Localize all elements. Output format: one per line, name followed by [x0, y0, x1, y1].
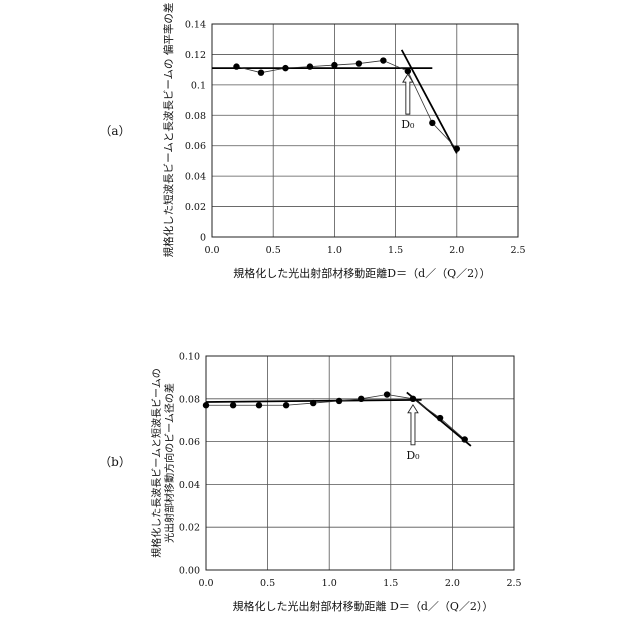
- y-tick-label: 0.04: [185, 172, 206, 183]
- y-tick-label: 0.10: [179, 352, 200, 363]
- x-tick-label: 0.5: [266, 245, 281, 256]
- y-tick-label: 0.1: [191, 80, 206, 91]
- y-tick-label: 0.02: [185, 202, 206, 213]
- y-tick-label: 0.14: [185, 20, 206, 31]
- d0-label: D₀: [401, 118, 415, 131]
- x-tick-label: 0.0: [204, 245, 219, 256]
- data-point: [331, 62, 337, 68]
- data-point: [384, 391, 390, 397]
- y-tick-label: 0: [200, 233, 206, 244]
- y-tick-label: 0.12: [185, 50, 206, 61]
- d0-label: D₀: [406, 449, 420, 462]
- data-point: [203, 402, 209, 408]
- figure: 0.0 0.5 1.0 1.5 2.0 2.5 0 0.02 0.04 0.06 0.08 0.1 0.…: [0, 0, 640, 640]
- data-point: [310, 400, 316, 406]
- data-point: [429, 120, 435, 126]
- x-tick-label: 1.5: [383, 578, 398, 589]
- data-point: [380, 57, 386, 63]
- data-point: [230, 402, 236, 408]
- y-tick-label: 0.08: [185, 111, 206, 122]
- data-point: [258, 69, 264, 75]
- panel-b: 0.0 0.5 1.0 1.5 2.0 2.5 0.00 0.02 0.04 0.06 0.08 0.…: [99, 352, 521, 614]
- plot-frame: [206, 356, 514, 570]
- data-point: [307, 63, 313, 69]
- d0-arrow: [403, 74, 413, 114]
- data-point: [462, 436, 468, 442]
- y-tick-label: 0.04: [179, 480, 200, 491]
- d0-arrow: [408, 405, 418, 445]
- x-tick-label: 2.5: [510, 245, 525, 256]
- y-axis-label: 光出射部材移動方向のビーム径の差: [163, 383, 176, 543]
- plot-frame: [212, 24, 518, 237]
- y-tick-label: 0.06: [179, 437, 200, 448]
- y-axis-label: 規格化した長波長ビームと短波長ビームの: [150, 368, 163, 557]
- y-axis-label: 規格化した短波長ビームと長波長ビームの 偏平率の差: [162, 3, 175, 258]
- x-axis-label: 規格化した光出射部材移動距離 D＝（d／（Q／2））: [233, 599, 494, 613]
- data-point: [233, 63, 239, 69]
- data-point: [454, 146, 460, 152]
- x-tick-label: 1.5: [388, 245, 403, 256]
- x-tick-label: 1.0: [322, 578, 337, 589]
- y-tick-label: 0.02: [179, 523, 200, 534]
- panel-label: （b）: [99, 455, 131, 469]
- x-tick-label: 2.0: [445, 578, 460, 589]
- x-tick-label: 0.0: [198, 578, 213, 589]
- data-point: [282, 65, 288, 71]
- data-series-line: [236, 61, 456, 149]
- x-tick-label: 1.0: [327, 245, 342, 256]
- data-point: [336, 398, 342, 404]
- data-point: [358, 396, 364, 402]
- x-tick-label: 2.5: [506, 578, 521, 589]
- data-point: [437, 415, 443, 421]
- data-point: [256, 402, 262, 408]
- x-tick-label: 0.5: [260, 578, 275, 589]
- y-tick-label: 0.00: [179, 566, 200, 577]
- y-tick-label: 0.08: [179, 394, 200, 405]
- panel-a: 0.0 0.5 1.0 1.5 2.0 2.5 0 0.02 0.04 0.06 0.08 0.1 0.…: [99, 3, 525, 280]
- x-axis-label: 規格化した光出射部材移動距離D＝（d／（Q／2））: [233, 266, 490, 280]
- y-tick-label: 0.06: [185, 141, 206, 152]
- x-tick-label: 2.0: [449, 245, 464, 256]
- data-point: [410, 396, 416, 402]
- data-point: [356, 60, 362, 66]
- panel-label: （a）: [99, 124, 130, 138]
- data-point: [283, 402, 289, 408]
